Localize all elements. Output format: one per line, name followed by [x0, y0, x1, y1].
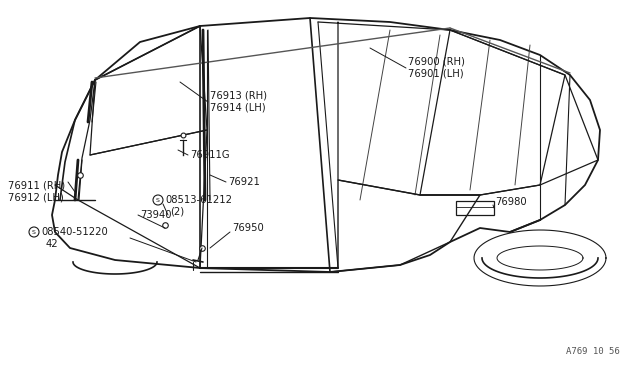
Text: 76980: 76980 [495, 197, 527, 207]
Text: 08540-51220: 08540-51220 [41, 227, 108, 237]
Text: S: S [156, 198, 160, 202]
Text: 76911G: 76911G [190, 150, 230, 160]
Text: 08513-61212: 08513-61212 [165, 195, 232, 205]
Text: 73940: 73940 [140, 210, 172, 220]
Text: 76901 (LH): 76901 (LH) [408, 69, 463, 79]
Text: 76914 (LH): 76914 (LH) [210, 103, 266, 113]
FancyBboxPatch shape [456, 201, 494, 215]
Text: S: S [32, 230, 36, 234]
Text: 76950: 76950 [232, 223, 264, 233]
Text: 76913 (RH): 76913 (RH) [210, 91, 267, 101]
Text: (2): (2) [170, 207, 184, 217]
Text: A769 10 56: A769 10 56 [566, 347, 620, 356]
Text: 76912 (LH): 76912 (LH) [8, 193, 64, 203]
Text: 76921: 76921 [228, 177, 260, 187]
Text: 76900 (RH): 76900 (RH) [408, 57, 465, 67]
Text: 42: 42 [46, 239, 59, 249]
Text: 76911 (RH): 76911 (RH) [8, 181, 65, 191]
